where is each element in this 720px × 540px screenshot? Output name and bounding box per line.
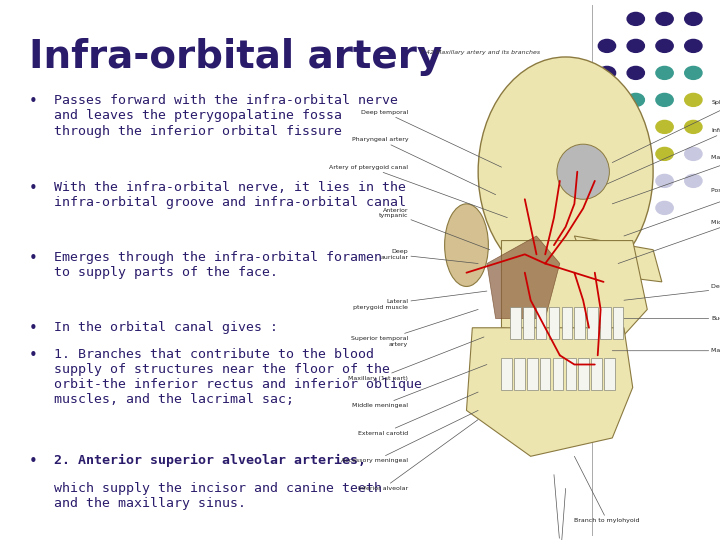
- Text: Lateral
pterygoid muscle: Lateral pterygoid muscle: [354, 291, 487, 310]
- Text: Deep
auricular: Deep auricular: [380, 249, 478, 264]
- Text: •: •: [29, 454, 37, 469]
- Ellipse shape: [478, 57, 653, 286]
- Text: which supply the incisor and canine teeth
and the maxillary sinus.: which supply the incisor and canine teet…: [54, 482, 382, 510]
- Circle shape: [627, 120, 644, 133]
- Text: Infraorbital: Infraorbital: [603, 128, 720, 186]
- Circle shape: [627, 66, 644, 79]
- Text: Descending palatine: Descending palatine: [624, 284, 720, 300]
- Circle shape: [685, 12, 702, 25]
- Circle shape: [627, 174, 644, 187]
- Ellipse shape: [445, 204, 488, 286]
- Text: 7.42 Maxillary artery and its branches: 7.42 Maxillary artery and its branches: [420, 50, 540, 55]
- Polygon shape: [501, 241, 647, 342]
- Circle shape: [685, 39, 702, 52]
- Text: •: •: [29, 94, 37, 110]
- Text: Sphenopalatine: Sphenopalatine: [612, 100, 720, 163]
- Bar: [553, 357, 563, 390]
- Text: Artery of pterygoid canal: Artery of pterygoid canal: [329, 165, 508, 218]
- Bar: [549, 307, 559, 339]
- Circle shape: [598, 120, 616, 133]
- Text: •: •: [29, 181, 37, 196]
- Text: Posterior superior alveolar: Posterior superior alveolar: [624, 187, 720, 236]
- Circle shape: [627, 39, 644, 52]
- Text: 1. Branches that contribute to the blood
supply of structures near the floor of : 1. Branches that contribute to the blood…: [54, 348, 422, 406]
- Text: Pharyngeal artery: Pharyngeal artery: [351, 137, 495, 195]
- Circle shape: [598, 174, 616, 187]
- Text: Infra-orbital artery: Infra-orbital artery: [29, 38, 442, 76]
- Bar: [562, 307, 572, 339]
- Bar: [566, 357, 576, 390]
- Circle shape: [627, 201, 644, 214]
- Text: 2. Anterior superior alveolar arteries,: 2. Anterior superior alveolar arteries,: [54, 454, 366, 467]
- Bar: [540, 357, 551, 390]
- Bar: [514, 357, 525, 390]
- Circle shape: [656, 93, 673, 106]
- Text: External carotid: External carotid: [358, 392, 478, 436]
- Text: Masseteric: Masseteric: [543, 488, 577, 540]
- Circle shape: [627, 147, 644, 160]
- Text: Buccal: Buccal: [624, 316, 720, 321]
- Circle shape: [627, 12, 644, 25]
- Bar: [527, 357, 538, 390]
- Circle shape: [656, 174, 673, 187]
- Text: Accessory meningeal: Accessory meningeal: [341, 410, 478, 463]
- Circle shape: [656, 120, 673, 133]
- Circle shape: [598, 93, 616, 106]
- Circle shape: [598, 66, 616, 79]
- Text: •: •: [29, 251, 37, 266]
- Ellipse shape: [557, 144, 609, 199]
- Bar: [536, 307, 546, 339]
- Bar: [604, 357, 615, 390]
- Circle shape: [685, 120, 702, 133]
- Text: Middle meningeal: Middle meningeal: [352, 364, 487, 408]
- Bar: [501, 357, 512, 390]
- Bar: [591, 357, 602, 390]
- Text: Deep temporal: Deep temporal: [361, 110, 501, 167]
- Circle shape: [627, 93, 644, 106]
- Circle shape: [685, 147, 702, 160]
- Polygon shape: [575, 236, 662, 282]
- Text: Maxillary (2nd part): Maxillary (2nd part): [612, 348, 720, 353]
- Polygon shape: [487, 236, 560, 319]
- Text: •: •: [29, 348, 37, 363]
- Bar: [600, 307, 611, 339]
- Circle shape: [685, 174, 702, 187]
- Circle shape: [598, 39, 616, 52]
- Text: Pterygoid: Pterygoid: [545, 475, 575, 540]
- Text: Inferior alveolar: Inferior alveolar: [358, 420, 478, 491]
- Bar: [588, 307, 598, 339]
- Circle shape: [656, 66, 673, 79]
- Text: Emerges through the infra-orbital foramen
to supply parts of the face.: Emerges through the infra-orbital forame…: [54, 251, 382, 279]
- Text: Superior temporal
artery: Superior temporal artery: [351, 309, 478, 347]
- Bar: [613, 307, 624, 339]
- Text: Maxillary (3rd part): Maxillary (3rd part): [612, 156, 720, 204]
- Bar: [523, 307, 534, 339]
- Circle shape: [685, 93, 702, 106]
- Text: With the infra-orbital nerve, it lies in the
infra-orbital groove and infra-orbi: With the infra-orbital nerve, it lies in…: [54, 181, 406, 209]
- Text: •: •: [29, 321, 37, 336]
- Bar: [575, 307, 585, 339]
- Bar: [510, 307, 521, 339]
- Text: Anterior
tympanic: Anterior tympanic: [379, 208, 490, 249]
- Text: In the orbital canal gives :: In the orbital canal gives :: [54, 321, 278, 334]
- Polygon shape: [467, 328, 633, 456]
- Circle shape: [656, 147, 673, 160]
- Text: Branch to mylohyoid: Branch to mylohyoid: [575, 456, 640, 523]
- Circle shape: [656, 12, 673, 25]
- Circle shape: [598, 147, 616, 160]
- Circle shape: [685, 66, 702, 79]
- Text: Maxillary (1st part): Maxillary (1st part): [348, 337, 484, 381]
- Bar: [578, 357, 589, 390]
- Circle shape: [656, 39, 673, 52]
- Text: Middle alveolar: Middle alveolar: [618, 220, 720, 264]
- Circle shape: [598, 201, 616, 214]
- Text: Passes forward with the infra-orbital nerve
and leaves the pterygopalatine fossa: Passes forward with the infra-orbital ne…: [54, 94, 398, 138]
- Circle shape: [656, 201, 673, 214]
